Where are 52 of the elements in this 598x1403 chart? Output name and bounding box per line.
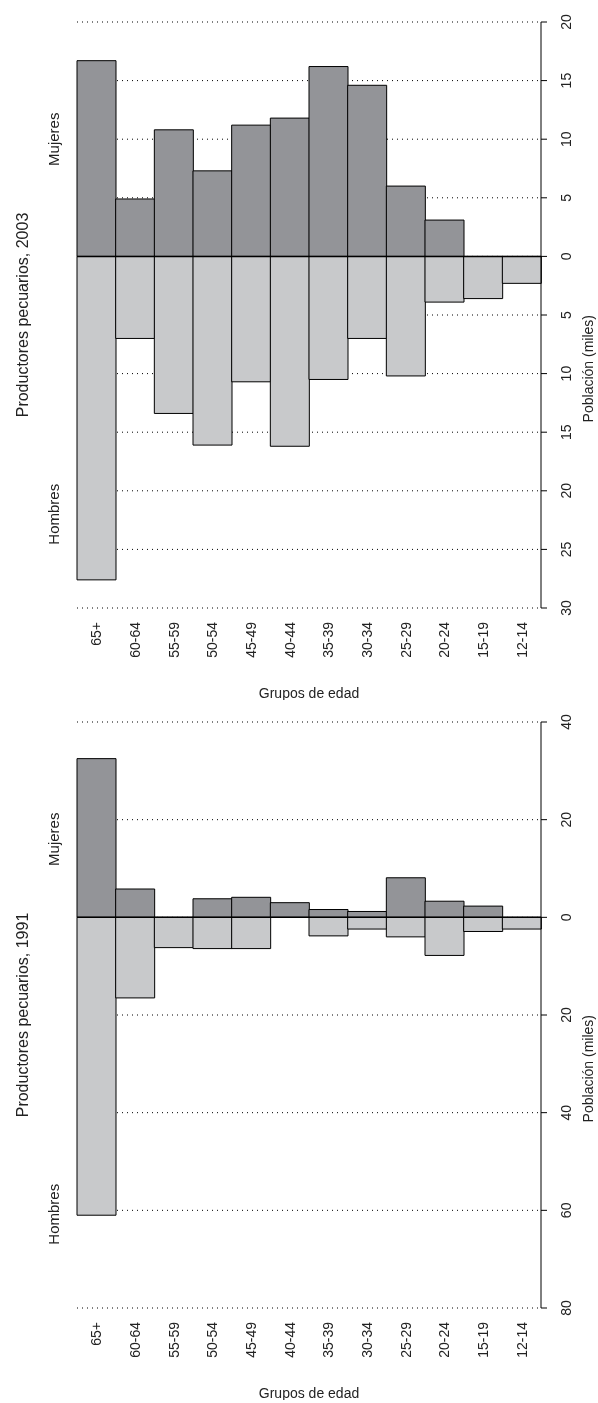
text: Hombres — [45, 1183, 63, 1245]
y-tick-label: 0 — [558, 252, 575, 261]
x-tick-label: 20-24 — [436, 1321, 453, 1358]
text: Mujeres — [45, 812, 63, 866]
y-tick-label: 10 — [558, 131, 575, 147]
text: Productores pecuarios, 2003 — [13, 212, 31, 418]
text: Hombres — [45, 483, 63, 545]
x-tick-label: 45-49 — [243, 1321, 259, 1358]
x-tick-label: 50-54 — [204, 621, 221, 658]
y-tick-label: 20 — [558, 1007, 575, 1023]
x-tick-label: 12-14 — [513, 621, 530, 658]
y-tick-label: 15 — [558, 424, 575, 440]
y-tick-label: 40 — [558, 714, 575, 730]
x-tick-label: 35-39 — [320, 621, 337, 658]
y-tick-label: 40 — [558, 1104, 575, 1121]
y-tick-label: 25 — [558, 541, 575, 558]
y-axis-title: Población (miles) — [579, 315, 596, 423]
y-tick-label: 10 — [558, 365, 575, 382]
x-tick-label: 40-44 — [281, 621, 298, 658]
x-tick-label: 55-59 — [165, 621, 182, 658]
y-axis-title: Población (miles) — [579, 1015, 596, 1123]
y-tick-label: 0 — [558, 913, 575, 922]
x-tick-label: 30-34 — [359, 621, 375, 658]
x-tick-label: 65+ — [88, 622, 105, 646]
x-tick-label: 55-59 — [165, 1321, 182, 1358]
text: Productores pecuarios, 1991 — [13, 912, 31, 1118]
y-tick-label: 30 — [558, 600, 575, 616]
x-tick-label: 40-44 — [281, 1321, 298, 1358]
x-tick-label: 30-34 — [359, 1321, 375, 1358]
x-tick-label: 35-39 — [320, 1321, 337, 1358]
y-tick-label: 5 — [558, 310, 575, 319]
x-tick-label: 25-29 — [397, 621, 414, 658]
x-axis-title: Grupos de edad — [258, 685, 360, 701]
y-tick-label: 80 — [558, 1300, 575, 1316]
text: Mujeres — [45, 112, 63, 166]
y-tick-label: 5 — [558, 193, 575, 202]
x-tick-label: 60-64 — [127, 1321, 143, 1358]
x-tick-label: 12-14 — [513, 1321, 530, 1358]
x-tick-label: 65+ — [88, 1322, 105, 1346]
x-tick-label: 50-54 — [204, 1321, 221, 1358]
x-tick-label: 45-49 — [243, 621, 259, 658]
x-tick-label: 15-19 — [475, 621, 491, 658]
y-tick-label: 60 — [558, 1202, 575, 1219]
y-tick-label: 20 — [558, 482, 575, 499]
y-tick-label: 20 — [558, 811, 575, 828]
x-tick-label: 15-19 — [475, 1321, 491, 1358]
x-tick-label: 25-29 — [397, 1321, 414, 1358]
x-tick-label: 20-24 — [436, 621, 453, 658]
y-tick-label: 20 — [558, 14, 575, 30]
x-axis-title: Grupos de edad — [258, 1385, 360, 1401]
y-tick-label: 15 — [558, 72, 575, 89]
x-tick-label: 60-64 — [127, 621, 143, 658]
